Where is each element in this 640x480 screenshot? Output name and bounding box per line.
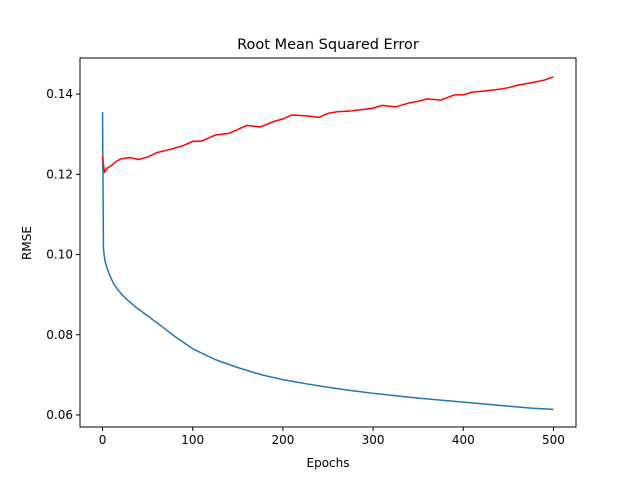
plot-frame — [79, 57, 577, 428]
x-tick-label: 100 — [181, 433, 204, 447]
y-axis-label: RMSE — [20, 226, 34, 260]
x-tick-label: 300 — [362, 433, 385, 447]
x-axis: 0 100 200 300 400 500 — [99, 427, 565, 447]
chart-title: Root Mean Squared Error — [237, 37, 419, 53]
x-tick-label: 400 — [452, 433, 475, 447]
x-tick-label: 500 — [542, 433, 565, 447]
y-tick-label: 0.06 — [46, 408, 73, 422]
plot-area — [101, 76, 554, 411]
y-tick-label: 0.12 — [46, 167, 73, 181]
y-tick-label: 0.14 — [46, 87, 73, 101]
x-axis-label: Epochs — [307, 456, 350, 470]
x-tick-label: 0 — [99, 433, 107, 447]
x-tick-label: 200 — [271, 433, 294, 447]
y-tick-label: 0.08 — [46, 328, 73, 342]
series-line-1 — [101, 76, 554, 174]
y-axis: 0.06 0.08 0.10 0.12 0.14 — [46, 87, 80, 422]
y-tick-label: 0.10 — [46, 248, 73, 262]
series-line-0 — [101, 112, 554, 411]
